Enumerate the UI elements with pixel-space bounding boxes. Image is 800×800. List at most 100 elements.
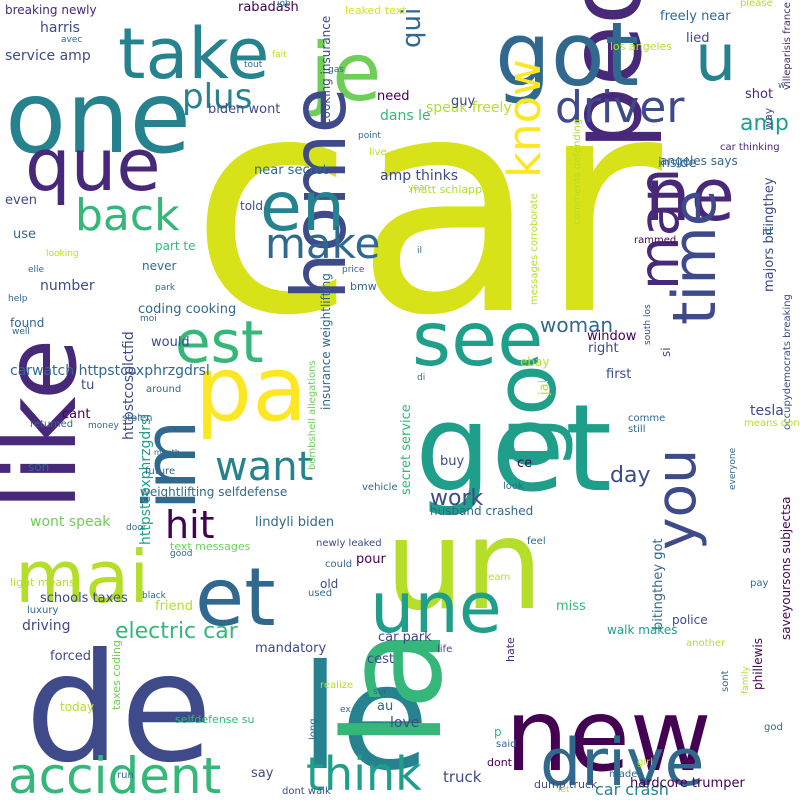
word-electric-car: electric car — [115, 619, 239, 644]
word-still: still — [628, 424, 645, 435]
word-pay: pay — [750, 578, 768, 589]
word-number: number — [40, 278, 95, 294]
word-pour: pour — [356, 552, 386, 567]
word-mandatory: mandatory — [255, 641, 326, 656]
word-selfdefense-su: selfdefense su — [175, 713, 255, 726]
word-cooking-insurance: cooking insurance — [319, 16, 333, 125]
word-leaked-text: leaked text — [345, 4, 407, 17]
word-shot: shot — [745, 87, 773, 102]
word-mai: mai — [15, 535, 149, 619]
word-say: say — [251, 766, 274, 781]
word-year: year — [408, 183, 428, 193]
word-another: another — [686, 638, 726, 649]
word-coding-cooking: coding cooking — [138, 302, 236, 317]
word-means-dont: means dont — [744, 418, 800, 429]
word-et: et — [195, 551, 276, 644]
word-bmw: bmw — [350, 280, 377, 293]
word-light-means: light means — [10, 576, 75, 589]
word-hit: hit — [165, 503, 215, 547]
word-back: back — [75, 190, 180, 241]
word-south-los: south los — [643, 304, 653, 345]
word-breaking-newly: breaking newly — [5, 3, 97, 17]
word-make: make — [265, 219, 380, 268]
word-tout: tout — [244, 60, 263, 70]
word-life: life — [437, 644, 452, 655]
word-want: want — [215, 444, 313, 490]
word-go: go — [477, 364, 576, 470]
word-weightlifting-selfdefense: weightlifting selfdefense — [140, 485, 287, 499]
word-elle: elle — [28, 265, 45, 275]
word-family: family — [741, 666, 751, 694]
word-part-te: part te — [155, 239, 196, 253]
word-de: de — [25, 622, 213, 796]
word-si: si — [659, 347, 673, 357]
word-everyone: everyone — [728, 447, 738, 490]
word-near-secret: near secret — [254, 163, 328, 178]
word-dream: dream — [478, 572, 510, 583]
word-god: god — [764, 722, 783, 733]
word-girl: girl — [637, 757, 653, 768]
word-one: one — [5, 59, 191, 176]
word-plus: plus — [182, 77, 252, 117]
word-hardcore-trumper: hardcore trumper — [630, 776, 745, 791]
word-dont: dont — [487, 756, 513, 769]
word-car-crash: car crash — [595, 780, 669, 799]
word-est: est — [175, 308, 264, 376]
word-httpstcosplctfid: httpstcosplctfid — [121, 331, 137, 440]
word-car-park: car park — [378, 630, 432, 645]
word-husband-crashed: husband crashed — [430, 504, 533, 518]
word-villeparisis-france: villeparisis france — [782, 2, 793, 90]
word-avec: avec — [61, 35, 82, 45]
word-forced: forced — [50, 649, 91, 664]
word-please: please — [740, 0, 773, 9]
word-ne: ne — [645, 153, 735, 237]
word-job: job — [276, 0, 291, 9]
word-amp-thinks: amp thinks — [380, 168, 458, 184]
word-p: p — [494, 725, 502, 739]
word-first: first — [606, 367, 631, 382]
word-phillewis: phillewis — [751, 638, 765, 690]
word-new: new — [505, 677, 712, 794]
word-police: police — [672, 613, 708, 627]
word-accident: accident — [8, 747, 221, 800]
word-la: la — [315, 628, 472, 748]
word-month: month — [154, 448, 180, 457]
word-lied: lied — [686, 31, 709, 46]
word-id: id — [762, 225, 772, 238]
word-way: way — [762, 107, 775, 130]
word-realize: realize — [320, 680, 353, 691]
word-w: w — [778, 81, 785, 91]
word-insurance-weightlifting: insurance weightlifting — [319, 273, 333, 410]
word-around: around — [146, 384, 181, 395]
word-friend: friend — [155, 599, 193, 614]
word-pa: pa — [195, 337, 307, 442]
word-moi: moi — [140, 314, 157, 324]
word-il: il — [417, 246, 422, 256]
word-speak-freely: speak freely — [426, 100, 512, 116]
word-live: live — [369, 147, 387, 158]
word-tu: tu — [81, 378, 94, 393]
word-point: point — [358, 131, 381, 141]
word-future: future — [145, 466, 175, 477]
word-truck: truck — [443, 768, 482, 786]
word-son: son — [28, 460, 49, 474]
word-door: door — [126, 523, 147, 533]
word-good: good — [170, 549, 192, 559]
word-found: found — [10, 316, 44, 330]
word-une: une — [370, 567, 502, 649]
word-im: im — [128, 420, 212, 510]
word-messages-corroborate: messages corroborate — [529, 193, 540, 305]
word-take: take — [118, 13, 269, 95]
word-home: home — [275, 87, 363, 300]
word-said: said — [496, 739, 516, 750]
word-black: black — [142, 591, 167, 601]
word-time: time — [660, 189, 730, 325]
word-think: think — [306, 747, 422, 800]
word-love: love — [390, 715, 419, 731]
word-window: window — [587, 329, 637, 344]
word-en: en — [260, 168, 345, 247]
word-people: people — [547, 0, 664, 150]
word-feel: feel — [527, 536, 546, 547]
